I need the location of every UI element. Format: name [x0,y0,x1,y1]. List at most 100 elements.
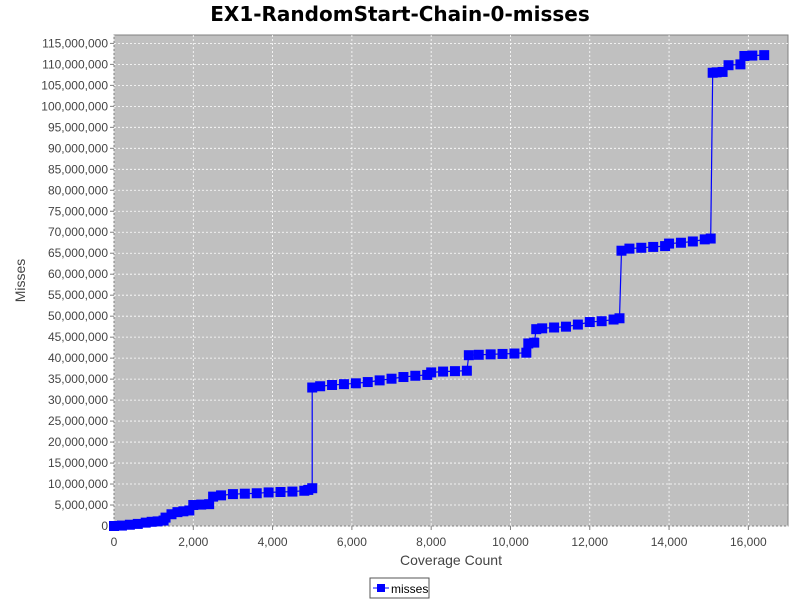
y-tick-label: 40,000,000 [48,351,108,365]
data-point [227,489,238,500]
y-tick-label: 45,000,000 [48,330,108,344]
data-point [616,245,627,256]
data-point [759,50,770,61]
data-point [178,506,189,517]
y-tick-label: 65,000,000 [48,246,108,260]
y-tick-label: 25,000,000 [48,414,108,428]
data-point [747,50,758,61]
y-tick-label: 70,000,000 [48,225,108,239]
data-point [204,499,215,510]
data-point [449,366,460,377]
x-tick-label: 10,000 [492,535,529,549]
data-point [608,314,619,325]
x-tick-label: 16,000 [730,535,767,549]
y-tick-label: 30,000,000 [48,393,108,407]
y-tick-label: 0 [101,519,108,533]
data-point [287,486,298,497]
data-point [116,520,127,531]
data-point [196,499,207,510]
data-point [398,372,409,383]
data-point [521,347,532,358]
data-point [664,238,675,249]
data-point [146,516,157,527]
x-tick-label: 2,000 [178,535,208,549]
data-point [160,512,171,523]
data-point [426,367,437,378]
data-point [140,517,151,528]
y-tick-label: 20,000,000 [48,435,108,449]
data-point [132,518,143,529]
x-tick-label: 0 [111,535,118,549]
data-point [584,317,595,328]
data-point [239,488,250,499]
y-tick-label: 105,000,000 [41,78,108,92]
y-tick-label: 85,000,000 [48,162,108,176]
data-point [596,316,607,327]
data-point [386,373,397,384]
series-layer [109,50,770,531]
data-point [374,375,385,386]
x-tick-label: 6,000 [337,535,367,549]
x-tick-label: 4,000 [258,535,288,549]
data-point [410,370,421,381]
data-point [307,483,318,494]
data-point [172,507,183,518]
data-point [572,319,583,330]
x-axis-label: Coverage Count [400,552,502,568]
data-point [717,66,728,77]
data-point [549,322,560,333]
y-tick-label: 60,000,000 [48,267,108,281]
data-point [184,505,195,516]
data-point [350,378,361,389]
data-point [560,321,571,332]
data-point [636,242,647,253]
data-point [275,487,286,498]
y-tick-label: 75,000,000 [48,204,108,218]
data-point [124,519,135,530]
data-point [529,337,540,348]
data-point [166,509,177,520]
data-point [362,377,373,388]
data-point [485,349,496,360]
data-point [723,60,734,71]
y-tick-label: 50,000,000 [48,309,108,323]
x-tick-label: 12,000 [571,535,608,549]
y-tick-label: 15,000,000 [48,456,108,470]
data-point [497,348,508,359]
legend-box [369,577,430,599]
y-tick-label: 100,000,000 [41,99,108,113]
data-point [739,50,750,61]
axes: 0 5,000,000 10,000,000 15,000,000 20,000,000… [41,36,767,549]
data-point [537,323,548,334]
data-point [152,516,163,527]
plot-area [113,34,789,527]
data-point [338,379,349,390]
data-point [675,237,686,248]
legend-swatch-marker [377,584,385,592]
y-tick-label: 10,000,000 [48,477,108,491]
data-point [463,350,474,361]
data-point [614,313,625,324]
y-tick-label: 115,000,000 [42,36,108,50]
x-tick-label: 8,000 [416,535,446,549]
data-point [699,234,710,245]
y-tick-label: 35,000,000 [48,372,108,386]
data-point [624,243,635,254]
y-tick-label: 80,000,000 [48,183,108,197]
data-point [327,379,338,390]
x-tick-label: 14,000 [651,535,688,549]
data-point [461,365,472,376]
data-point [438,366,449,377]
data-point [188,500,199,511]
data-point [531,324,542,335]
data-point [509,348,520,359]
data-point [216,490,227,501]
y-tick-label: 110,000,000 [42,57,108,71]
data-point [735,59,746,70]
legend: misses [369,577,430,599]
legend-label: misses [391,582,428,596]
data-point [263,487,274,498]
y-tick-label: 5,000,000 [55,498,109,512]
